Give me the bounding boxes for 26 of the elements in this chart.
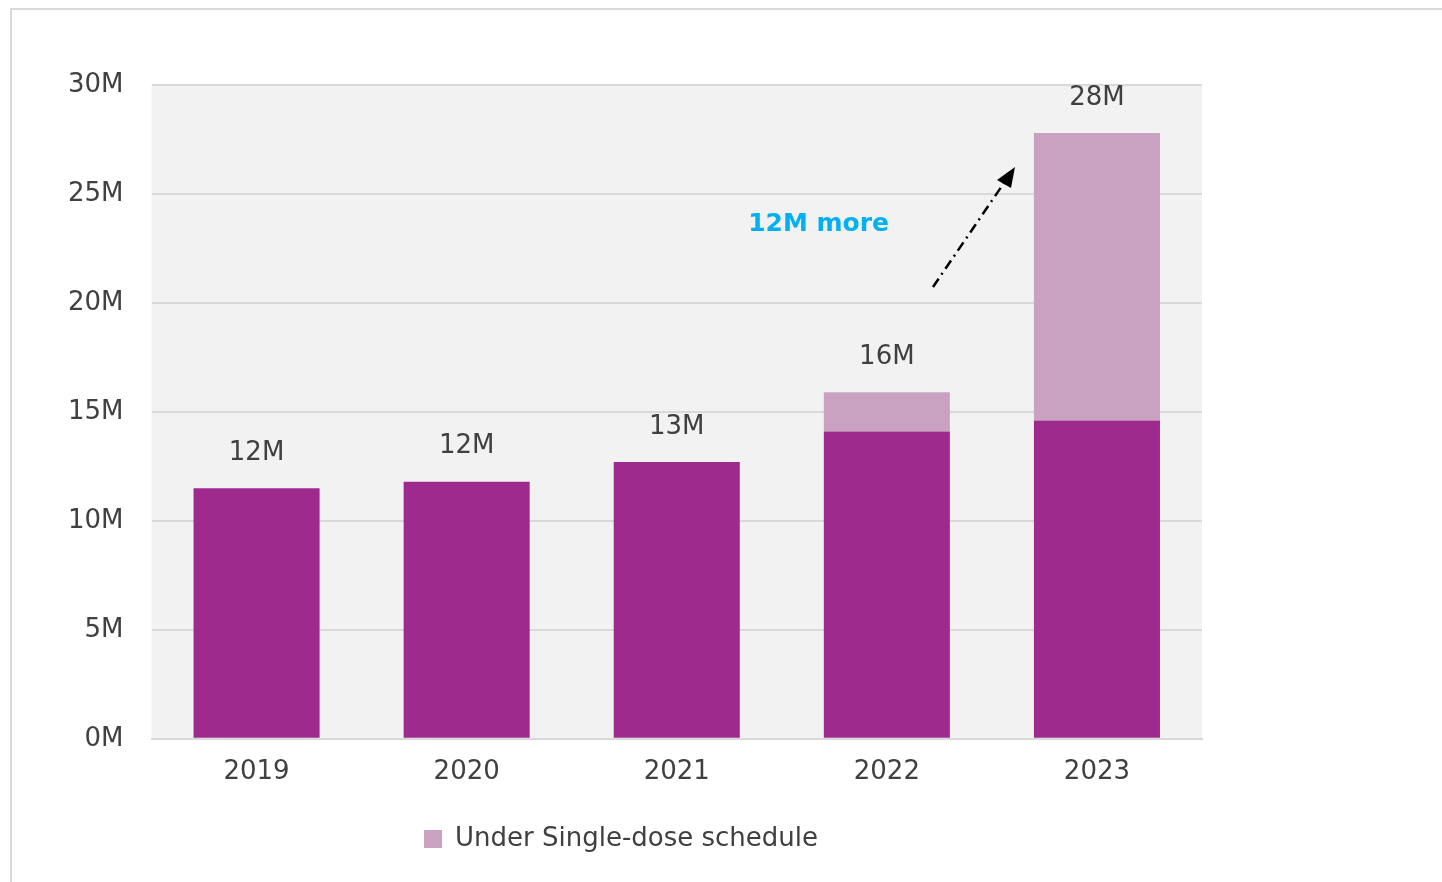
total-label: 28M <box>1069 80 1125 111</box>
y-tick-label: 10M <box>67 503 124 534</box>
bar <box>1033 420 1160 738</box>
x-tick-label: 2020 <box>433 755 500 786</box>
bar <box>823 392 950 432</box>
annotation: 12M more <box>748 207 890 237</box>
total-label: 16M <box>859 340 915 371</box>
total-label: 12M <box>228 435 285 466</box>
bar <box>403 481 530 738</box>
legend-label: Under Single-dose schedule <box>455 821 819 852</box>
x-tick-label: 2021 <box>643 755 710 786</box>
y-tick-label: 25M <box>67 176 124 207</box>
total-label: 12M <box>438 429 495 460</box>
y-tick-label: 15M <box>67 394 124 425</box>
y-tick-label: 30M <box>67 67 124 98</box>
x-tick-label: 2023 <box>1063 755 1131 786</box>
bar <box>823 431 950 738</box>
y-tick-label: 0M <box>84 721 124 752</box>
y-tick-label: 20M <box>67 285 124 316</box>
total-label: 13M <box>648 409 705 440</box>
bar <box>1033 132 1160 421</box>
bar <box>613 462 740 738</box>
bar <box>193 488 320 738</box>
x-tick-label: 2019 <box>223 755 290 786</box>
x-tick-label: 2022 <box>853 755 920 786</box>
y-tick-label: 5M <box>84 612 124 643</box>
